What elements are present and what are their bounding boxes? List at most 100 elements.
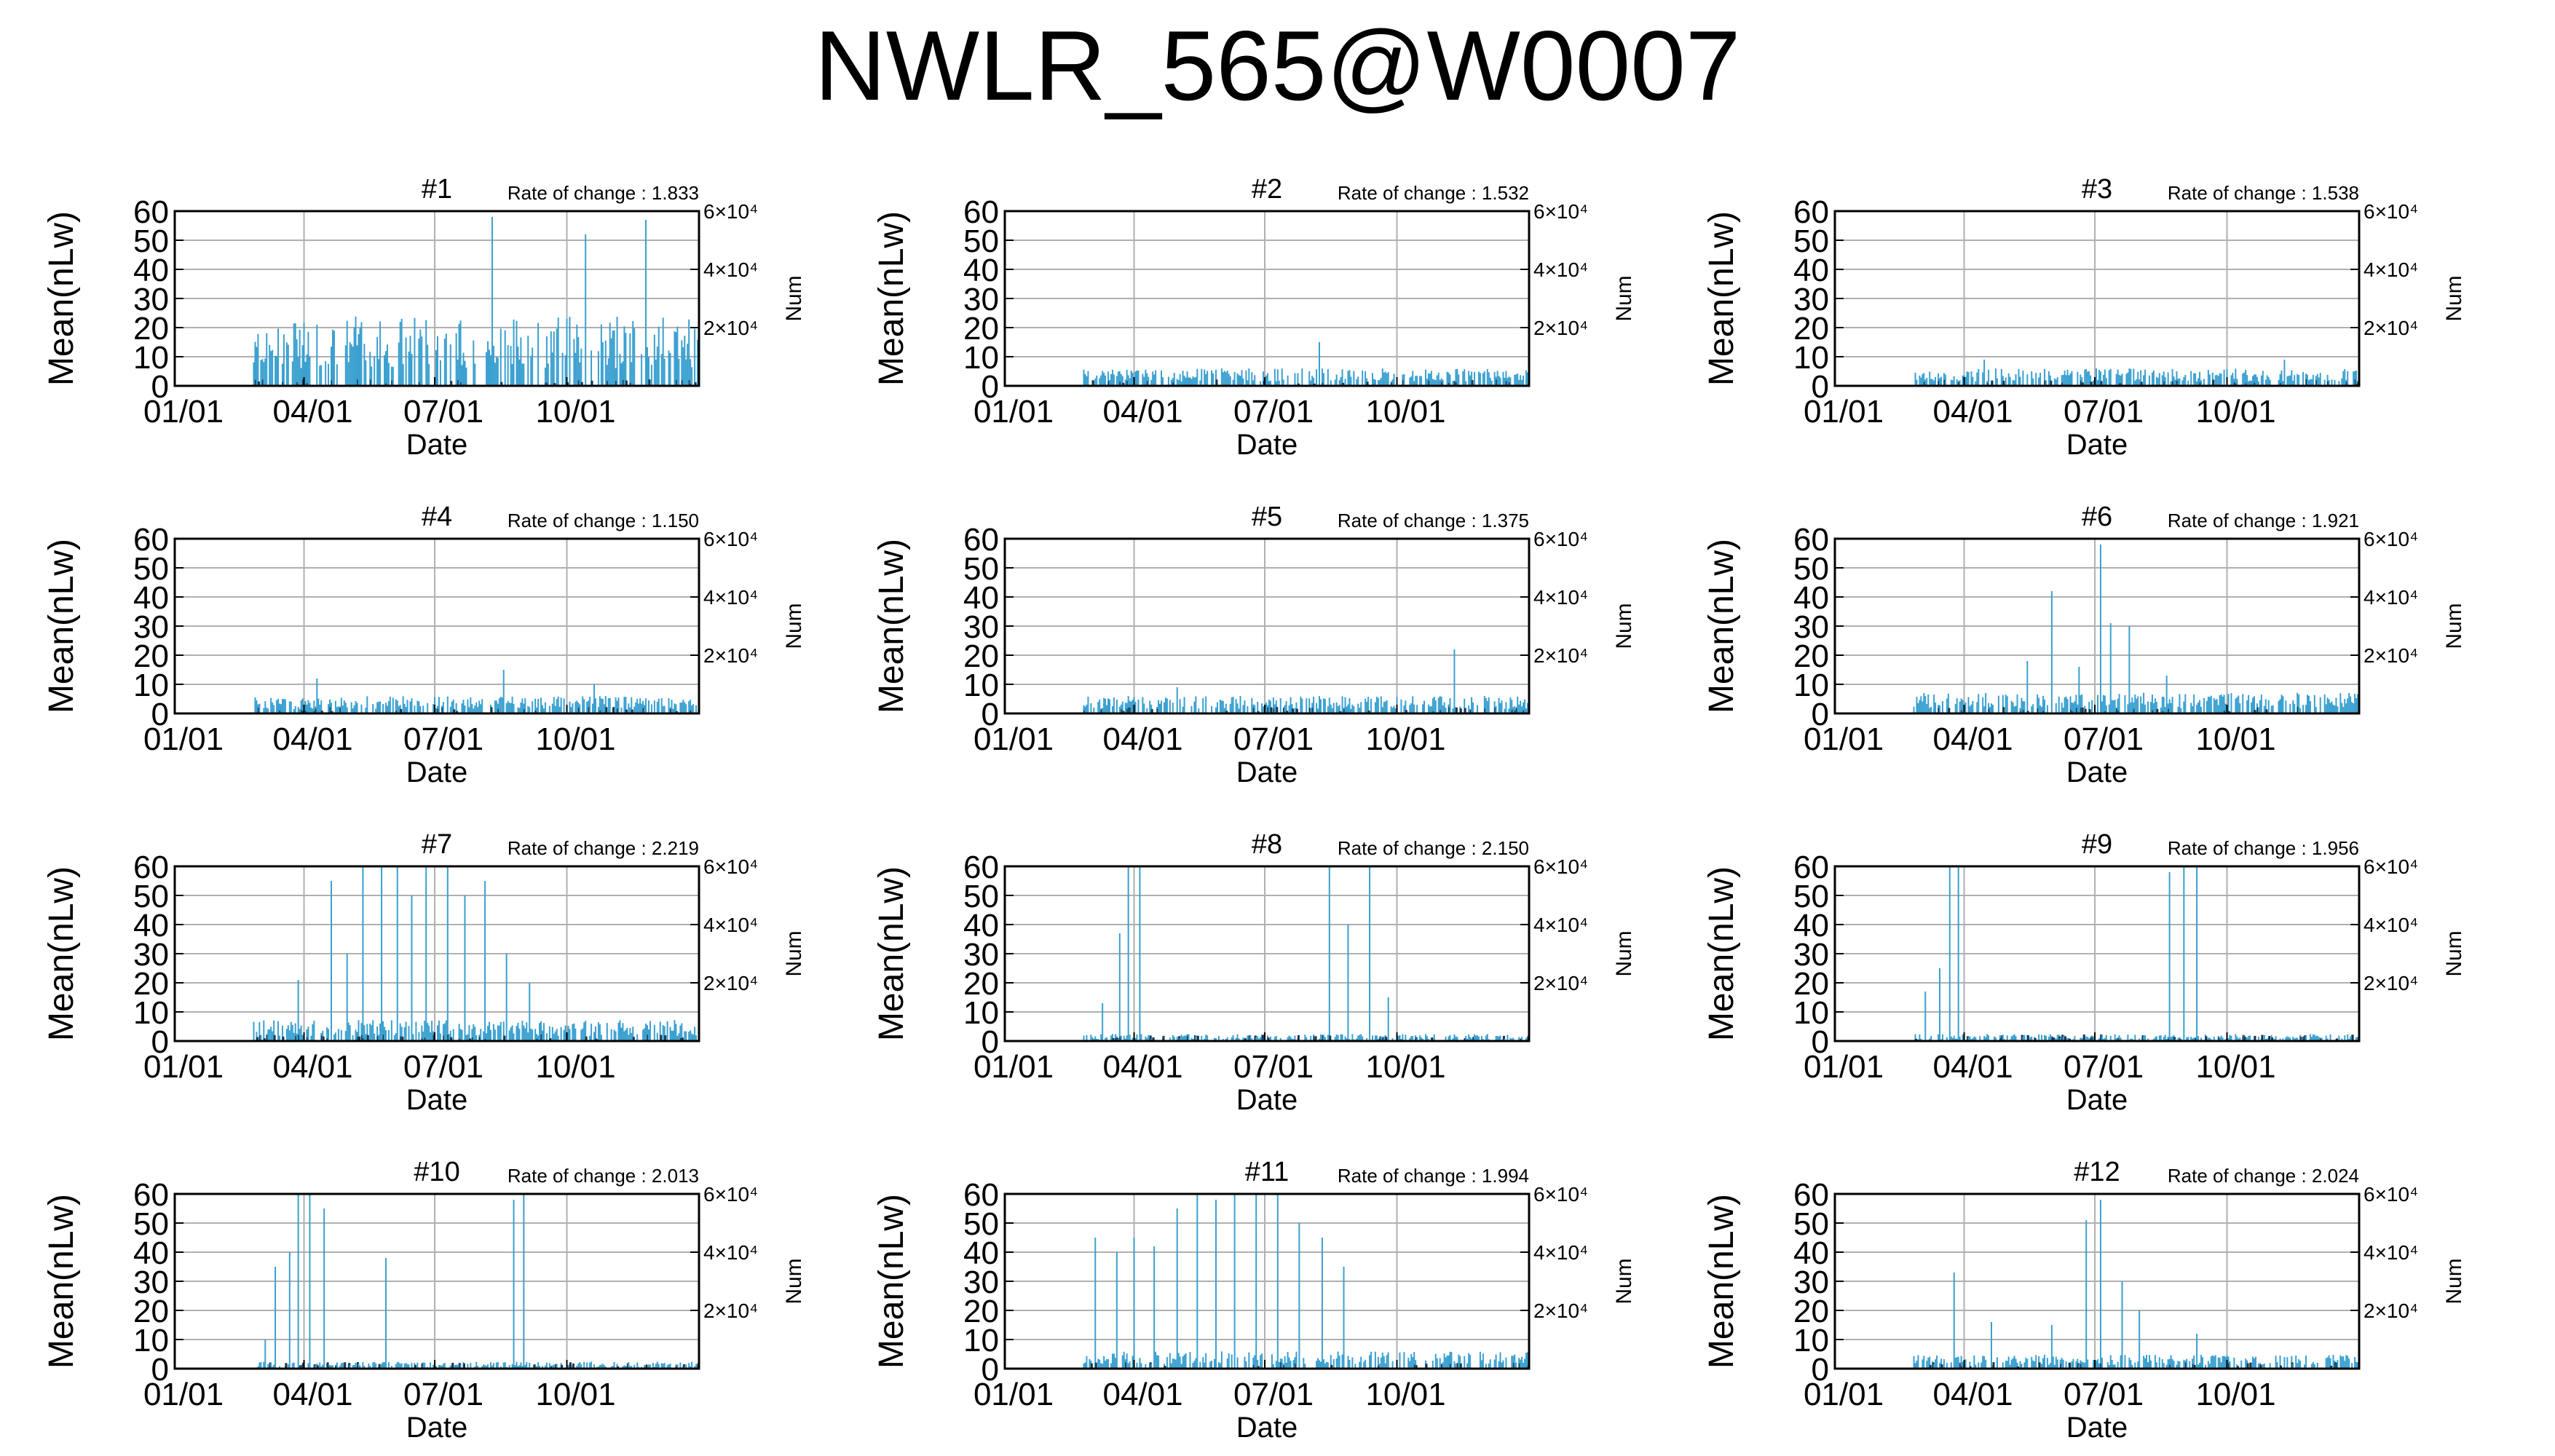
y-axis-label: Mean(nLw) [872, 211, 911, 386]
y-tick-label: 30 [1793, 609, 1829, 645]
panel-title: #7 [422, 829, 452, 860]
y-tick-label: 40 [1793, 253, 1829, 288]
rate-of-change: Rate of change : 2.013 [508, 1165, 699, 1187]
data-bars [1913, 545, 2359, 713]
y-tick-label: 10 [133, 1323, 169, 1358]
y-tick-label: 50 [133, 879, 169, 914]
x-tick-label: 07/01 [1233, 1049, 1314, 1085]
y-axis-label: Mean(nLw) [42, 539, 81, 713]
rate-of-change: Rate of change : 1.532 [1338, 182, 1529, 204]
y-tick-label: 30 [1793, 937, 1829, 973]
right-tick-label: 6×10⁴ [703, 1183, 758, 1206]
x-tick-label: 10/01 [2195, 1377, 2275, 1412]
y-tick-label: 40 [963, 1235, 999, 1271]
right-tick-label: 2×10⁴ [2364, 644, 2418, 667]
right-axis-label: Num [782, 930, 806, 976]
x-axis-label: Date [406, 756, 468, 788]
x-tick-label: 04/01 [272, 1049, 352, 1085]
right-tick-label: 4×10⁴ [703, 914, 758, 936]
right-axis-label: Num [1612, 275, 1636, 321]
x-axis-label: Date [1236, 756, 1298, 788]
panel-title: #5 [1252, 502, 1282, 532]
right-tick-label: 2×10⁴ [1533, 1299, 1588, 1322]
x-axis-label: Date [406, 429, 468, 461]
y-tick-label: 30 [133, 609, 169, 645]
y-tick-label: 0 [151, 697, 169, 732]
x-tick-label: 01/01 [974, 1377, 1054, 1412]
right-tick-label: 2×10⁴ [2364, 1299, 2418, 1322]
y-tick-label: 20 [963, 1294, 999, 1329]
y-tick-label: 30 [133, 937, 169, 973]
y-tick-label: 60 [1793, 194, 1829, 230]
right-tick-label: 4×10⁴ [1533, 586, 1588, 609]
rate-of-change: Rate of change : 2.150 [1338, 837, 1529, 859]
y-tick-label: 60 [133, 194, 169, 230]
x-tick-label: 04/01 [1932, 1049, 2013, 1085]
x-tick-label: 04/01 [272, 721, 352, 757]
right-tick-label: 6×10⁴ [1533, 1183, 1588, 1206]
y-tick-label: 40 [963, 580, 999, 616]
panel-title: #2 [1252, 174, 1282, 205]
y-tick-label: 50 [1793, 1206, 1829, 1242]
x-tick-label: 04/01 [1102, 721, 1182, 757]
y-tick-label: 10 [1793, 1323, 1829, 1358]
y-tick-label: 30 [963, 282, 999, 317]
right-tick-label: 6×10⁴ [2364, 855, 2418, 878]
x-tick-label: 07/01 [403, 394, 483, 430]
right-tick-label: 6×10⁴ [1533, 528, 1588, 550]
x-axis-label: Date [1236, 429, 1298, 461]
rate-of-change: Rate of change : 1.833 [508, 182, 699, 204]
panel-title: #4 [422, 502, 452, 532]
right-tick-label: 6×10⁴ [703, 855, 758, 878]
y-axis-label: Mean(nLw) [42, 211, 81, 386]
y-tick-label: 0 [1812, 1352, 1829, 1388]
right-tick-label: 4×10⁴ [2364, 1241, 2418, 1264]
rate-of-change: Rate of change : 1.375 [1338, 510, 1529, 531]
y-tick-label: 20 [963, 638, 999, 674]
y-tick-label: 40 [133, 1235, 169, 1271]
right-tick-label: 2×10⁴ [703, 1299, 758, 1322]
y-tick-label: 60 [963, 850, 999, 885]
y-tick-label: 10 [133, 668, 169, 703]
x-axis-label: Date [2066, 429, 2128, 461]
y-tick-label: 0 [982, 1024, 999, 1060]
y-tick-label: 60 [963, 522, 999, 558]
right-tick-label: 6×10⁴ [2364, 528, 2418, 550]
right-tick-label: 4×10⁴ [703, 586, 758, 609]
y-tick-label: 60 [963, 194, 999, 230]
y-tick-label: 10 [1793, 668, 1829, 703]
x-tick-label: 01/01 [143, 1049, 224, 1085]
right-tick-label: 4×10⁴ [2364, 914, 2418, 936]
y-tick-label: 50 [133, 551, 169, 587]
data-bars [253, 866, 698, 1041]
y-tick-label: 20 [133, 966, 169, 1002]
y-tick-label: 10 [963, 668, 999, 703]
y-tick-label: 0 [151, 1352, 169, 1388]
y-axis-label: Mean(nLw) [1702, 866, 1741, 1041]
y-tick-label: 40 [1793, 908, 1829, 943]
y-tick-label: 40 [963, 253, 999, 288]
x-tick-label: 07/01 [2064, 1377, 2144, 1412]
x-tick-label: 10/01 [2195, 1049, 2275, 1085]
x-axis-label: Date [2066, 1412, 2128, 1444]
right-tick-label: 2×10⁴ [1533, 317, 1588, 339]
y-tick-label: 50 [133, 1206, 169, 1242]
panel-title: #11 [1245, 1157, 1290, 1187]
y-tick-label: 10 [963, 1323, 999, 1358]
y-tick-label: 10 [963, 340, 999, 376]
x-tick-label: 04/01 [1932, 394, 2013, 430]
right-axis-label: Num [1612, 1258, 1636, 1304]
x-axis-label: Date [406, 1412, 468, 1444]
right-axis-label: Num [2442, 275, 2466, 321]
y-tick-label: 50 [963, 1206, 999, 1242]
x-tick-label: 01/01 [143, 1377, 224, 1412]
y-tick-label: 20 [963, 966, 999, 1002]
x-tick-label: 07/01 [2064, 1049, 2144, 1085]
y-tick-label: 30 [963, 937, 999, 973]
y-axis-label: Mean(nLw) [1702, 539, 1741, 713]
